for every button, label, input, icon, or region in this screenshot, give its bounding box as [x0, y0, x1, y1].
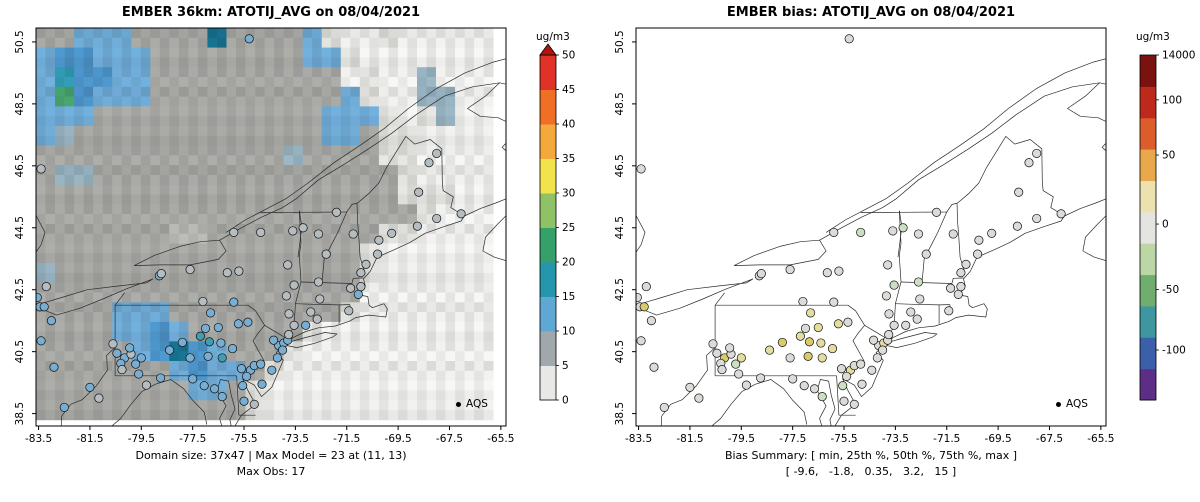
- svg-text:42.5: 42.5: [14, 278, 26, 301]
- model-colorbar-unit: ug/m3: [536, 31, 570, 43]
- svg-text:-50: -50: [1162, 284, 1179, 296]
- svg-text:30: 30: [562, 188, 575, 200]
- svg-text:0: 0: [562, 395, 569, 407]
- svg-text:38.5: 38.5: [614, 402, 626, 425]
- svg-text:50.5: 50.5: [614, 30, 626, 53]
- svg-text:50: 50: [1162, 150, 1175, 162]
- svg-text:-69.5: -69.5: [985, 433, 1012, 445]
- model-map-plot: -83.5 -81.5 -79.5 -77.5 -75.5 -73.5 -71.5 -69.5…: [14, 27, 575, 445]
- svg-text:40.5: 40.5: [14, 340, 26, 363]
- svg-text:48.5: 48.5: [614, 92, 626, 115]
- svg-text:38.5: 38.5: [14, 402, 26, 425]
- svg-text:25: 25: [562, 222, 575, 234]
- svg-text:0: 0: [1162, 219, 1169, 231]
- svg-text:10: 10: [562, 326, 575, 338]
- svg-text:5: 5: [562, 360, 569, 372]
- model-panel-title: EMBER 36km: ATOTIJ_AVG on 08/04/2021: [121, 5, 421, 20]
- model-panel: -83.5 -81.5 -79.5 -77.5 -75.5 -73.5 -71.5 -69.5…: [14, 5, 575, 478]
- svg-text:45: 45: [562, 84, 575, 96]
- svg-text:48.5: 48.5: [14, 92, 26, 115]
- svg-text:14000: 14000: [1162, 50, 1195, 62]
- aqs-dot-icon: [1056, 401, 1061, 407]
- svg-text:-69.5: -69.5: [385, 433, 412, 445]
- svg-text:-81.5: -81.5: [676, 433, 703, 445]
- svg-text:-73.5: -73.5: [882, 433, 909, 445]
- svg-text:100: 100: [1162, 94, 1182, 106]
- bias-aqs-legend-label: AQS: [1066, 398, 1088, 410]
- svg-text:-83.5: -83.5: [625, 433, 652, 445]
- svg-text:-77.5: -77.5: [179, 433, 206, 445]
- model-aqs-legend: AQS: [456, 398, 488, 410]
- svg-text:44.5: 44.5: [14, 216, 26, 239]
- svg-text:-75.5: -75.5: [230, 433, 257, 445]
- svg-text:-79.5: -79.5: [728, 433, 755, 445]
- bias-panel-title: EMBER bias: ATOTIJ_AVG on 08/04/2021: [726, 5, 1016, 20]
- bias-panel: -83.5 -81.5 -79.5 -77.5 -75.5 -73.5 -71.5 -69.5…: [600, 0, 1200, 502]
- svg-text:-73.5: -73.5: [282, 433, 309, 445]
- bias-aqs-legend: AQS: [1056, 398, 1088, 410]
- svg-text:-67.5: -67.5: [1036, 433, 1063, 445]
- svg-text:-79.5: -79.5: [128, 433, 155, 445]
- aqs-dot-icon: [456, 401, 461, 407]
- svg-text:20: 20: [562, 257, 575, 269]
- svg-text:50: 50: [562, 50, 575, 62]
- svg-text:40: 40: [562, 119, 575, 131]
- svg-text:-100: -100: [1162, 344, 1186, 356]
- svg-text:-67.5: -67.5: [436, 433, 463, 445]
- svg-text:-65.5: -65.5: [1087, 433, 1114, 445]
- bias-caption-summary-labels: Bias Summary: [ min, 25th %, 50th %, 75t…: [724, 449, 1018, 462]
- svg-text:35: 35: [562, 153, 575, 165]
- svg-text:40.5: 40.5: [614, 340, 626, 363]
- svg-text:-71.5: -71.5: [333, 433, 360, 445]
- model-caption-domain: Domain size: 37x47 | Max Model = 23 at (…: [135, 449, 407, 462]
- svg-text:42.5: 42.5: [614, 278, 626, 301]
- svg-text:-75.5: -75.5: [830, 433, 857, 445]
- svg-text:-65.5: -65.5: [487, 433, 514, 445]
- model-caption-maxobs: Max Obs: 17: [236, 465, 306, 478]
- bias-colorbar-unit: ug/m3: [1136, 31, 1170, 43]
- svg-text:50.5: 50.5: [14, 30, 26, 53]
- svg-text:46.5: 46.5: [14, 154, 26, 177]
- svg-text:44.5: 44.5: [614, 216, 626, 239]
- bias-map-plot: -83.5 -81.5 -79.5 -77.5 -75.5 -73.5 -71.5 -69.5…: [614, 27, 1195, 445]
- svg-text:-77.5: -77.5: [779, 433, 806, 445]
- model-aqs-legend-label: AQS: [466, 398, 488, 410]
- svg-text:15: 15: [562, 291, 575, 303]
- svg-text:46.5: 46.5: [614, 154, 626, 177]
- svg-text:-83.5: -83.5: [25, 433, 52, 445]
- svg-text:-71.5: -71.5: [933, 433, 960, 445]
- svg-text:-81.5: -81.5: [76, 433, 103, 445]
- bias-caption-summary-values: [ -9.6, -1.8, 0.35, 3.2, 15 ]: [785, 465, 957, 478]
